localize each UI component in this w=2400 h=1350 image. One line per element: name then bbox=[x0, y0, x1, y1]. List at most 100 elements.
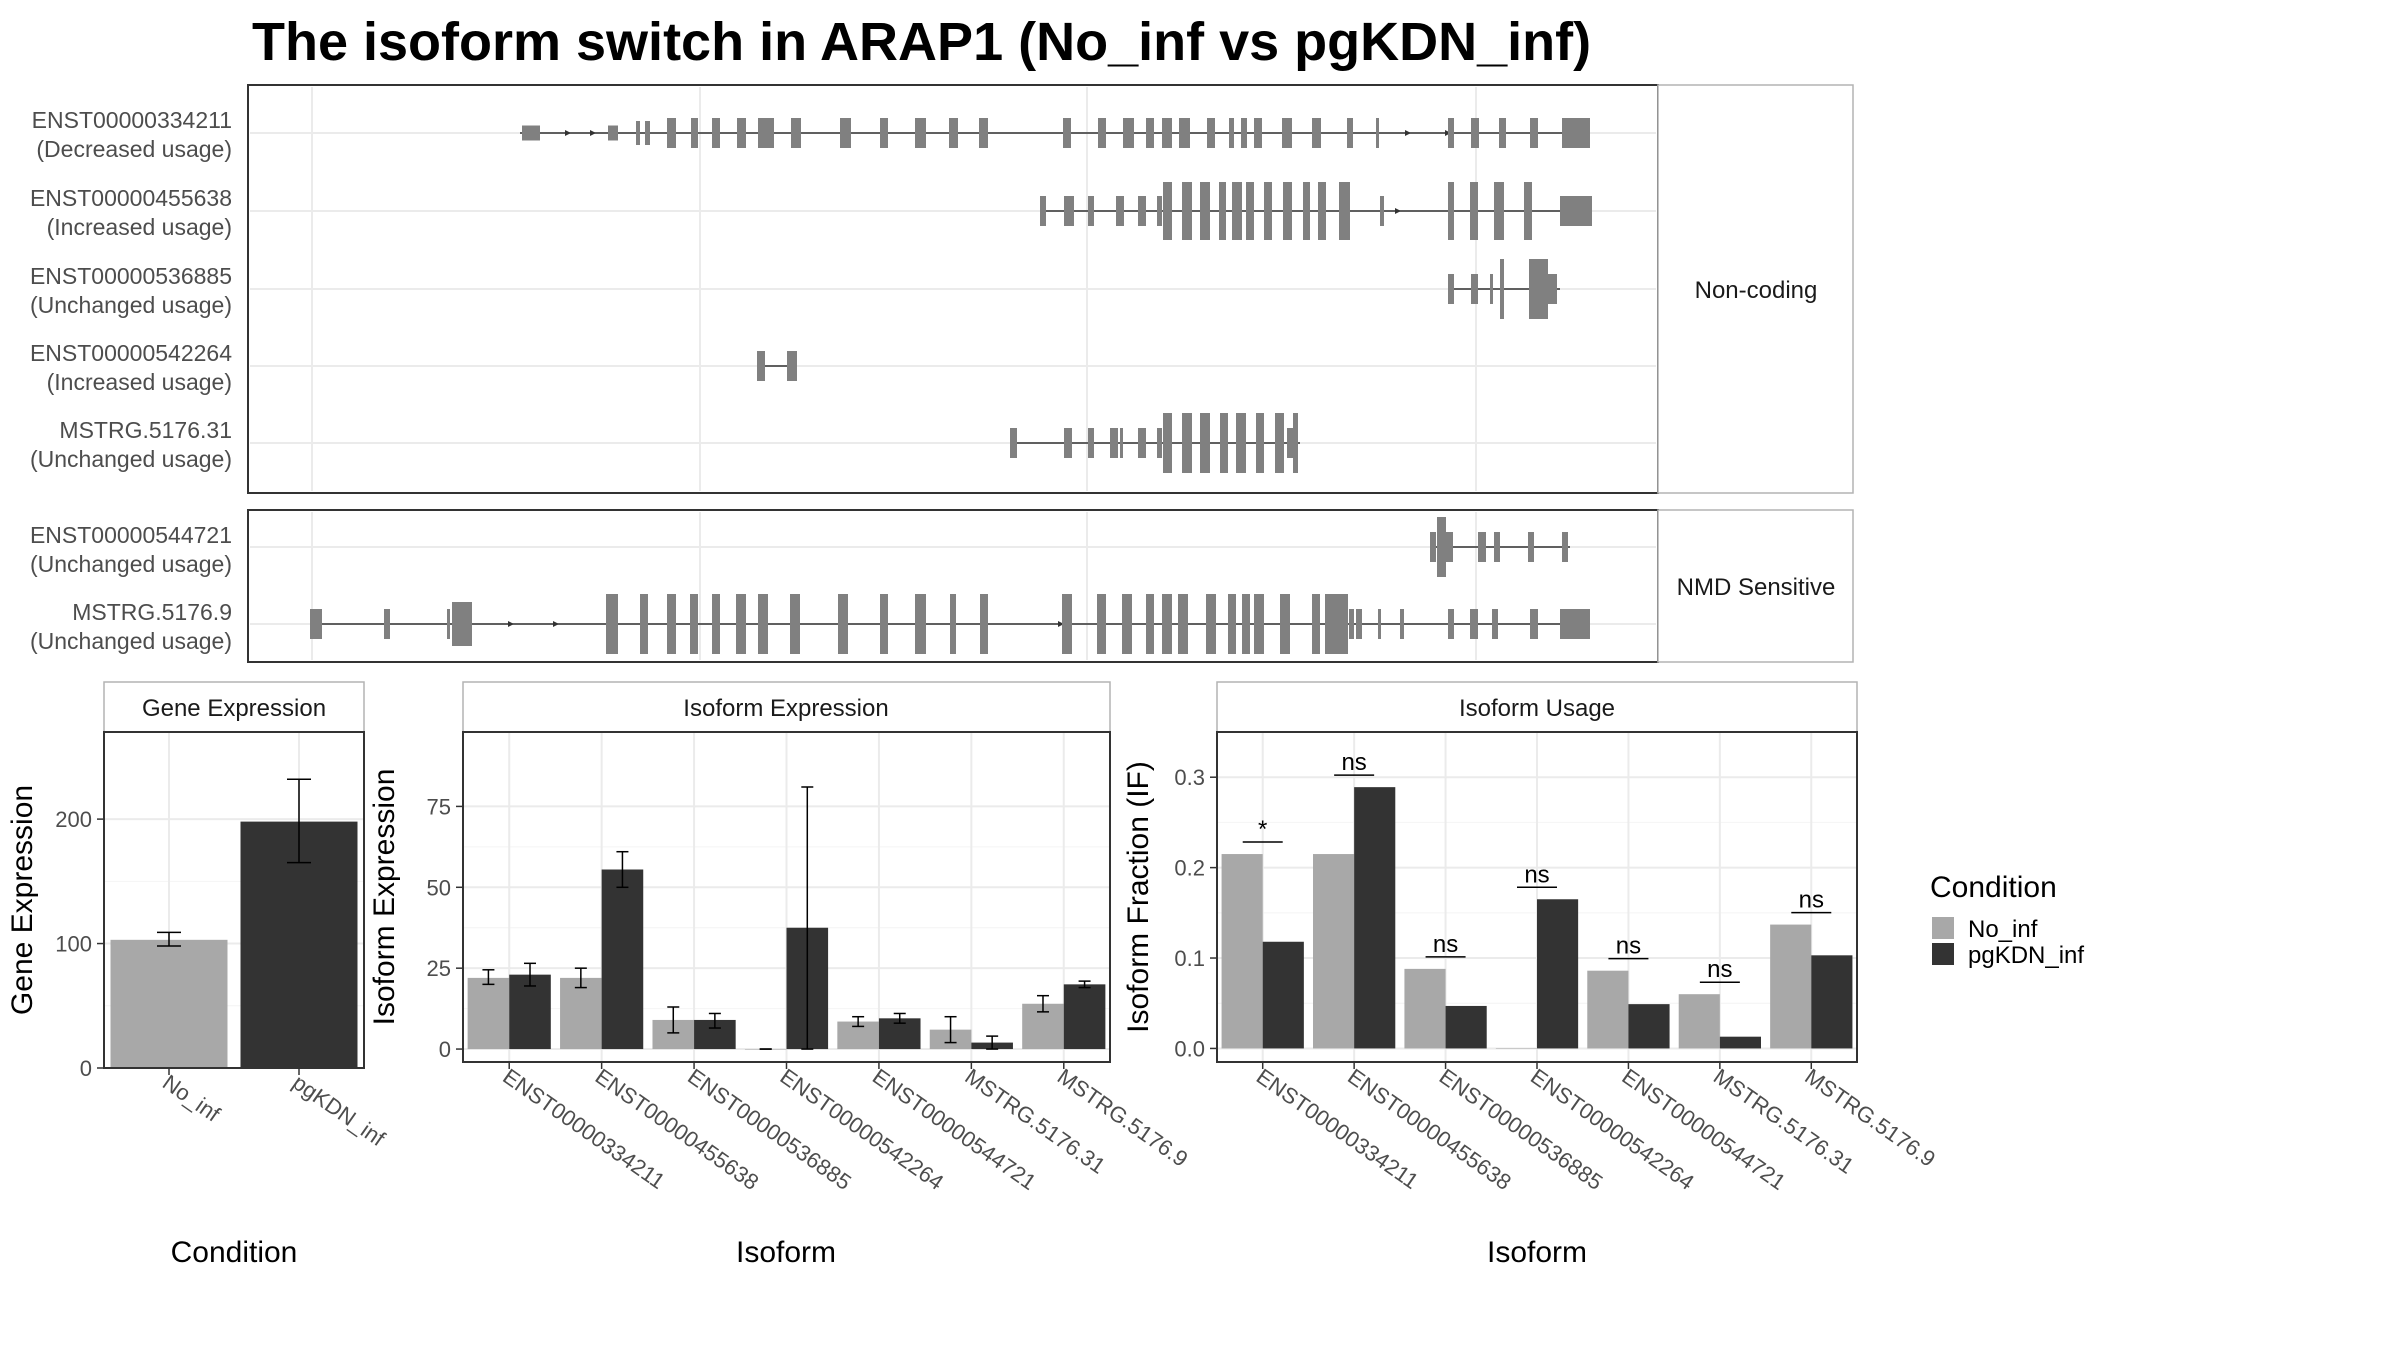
exon bbox=[1437, 517, 1446, 577]
exon bbox=[1229, 118, 1234, 148]
exon bbox=[1064, 428, 1072, 458]
exon bbox=[980, 594, 988, 654]
gene-expression-panel: Gene Expression 0 100 200 No_inf pgKDN_inf G… bbox=[6, 681, 390, 1269]
exon bbox=[1110, 428, 1118, 458]
bar bbox=[1495, 1048, 1537, 1049]
exon bbox=[1220, 413, 1228, 473]
bar bbox=[1628, 1004, 1670, 1049]
panel-strip bbox=[1216, 681, 1858, 733]
bar bbox=[601, 869, 644, 1050]
exon bbox=[667, 118, 676, 148]
group-label-nmd: NMD Sensitive bbox=[1677, 574, 1836, 601]
exon bbox=[1492, 609, 1498, 639]
x-tick-label: ENST00000544721 bbox=[1618, 1064, 1791, 1195]
exon bbox=[880, 594, 888, 654]
strand-arrow bbox=[1405, 130, 1411, 136]
exon bbox=[1236, 413, 1246, 473]
exon bbox=[1530, 118, 1538, 148]
exon bbox=[1356, 609, 1362, 639]
exon bbox=[1562, 532, 1568, 562]
panel-title: Isoform Expression bbox=[683, 695, 888, 722]
y-tick-label: 200 bbox=[55, 807, 92, 832]
exon bbox=[880, 118, 888, 148]
panel-title: Isoform Usage bbox=[1459, 695, 1615, 722]
legend-swatch-pgkdn-inf bbox=[1932, 943, 1954, 965]
bar bbox=[1313, 854, 1355, 1049]
exon bbox=[1524, 182, 1532, 240]
exon bbox=[757, 351, 765, 381]
exon bbox=[1490, 274, 1493, 304]
y-tick-label: 0.1 bbox=[1174, 946, 1205, 971]
exon bbox=[522, 125, 540, 141]
exon bbox=[1040, 196, 1046, 226]
structure-tracks-1 bbox=[520, 118, 1592, 473]
exon bbox=[1122, 594, 1132, 654]
exon bbox=[1560, 609, 1590, 639]
exon bbox=[736, 594, 746, 654]
x-tick-label: ENST00000455638 bbox=[591, 1064, 764, 1195]
exon bbox=[1228, 594, 1236, 654]
exon bbox=[690, 594, 698, 654]
x-tick-label: ENST00000536885 bbox=[1435, 1064, 1608, 1195]
isoform-id: ENST00000334211 bbox=[32, 107, 232, 133]
y-tick-label: 25 bbox=[427, 956, 451, 981]
isoform-expression-panel: Isoform Expression 0 25 50 75 ENST0000033421… bbox=[368, 681, 1192, 1269]
y-tick-label: 0 bbox=[439, 1037, 451, 1062]
bar bbox=[1719, 1036, 1761, 1049]
exon bbox=[1088, 428, 1094, 458]
exon bbox=[640, 594, 648, 654]
exon bbox=[1242, 594, 1250, 654]
exon bbox=[1494, 532, 1500, 562]
exon bbox=[712, 594, 720, 654]
exon bbox=[384, 609, 390, 639]
strand-arrow bbox=[1058, 621, 1064, 627]
exon bbox=[1123, 118, 1134, 148]
bar bbox=[1587, 970, 1629, 1049]
x-tick-label: ENST00000542264 bbox=[1526, 1064, 1699, 1195]
exon bbox=[1241, 118, 1247, 148]
exon bbox=[1120, 428, 1123, 458]
bar bbox=[1678, 994, 1720, 1049]
y-tick-label: 50 bbox=[427, 875, 451, 900]
exon bbox=[712, 118, 720, 148]
bar bbox=[467, 977, 510, 1050]
exon bbox=[1280, 594, 1290, 654]
isoform-id: MSTRG.5176.31 bbox=[59, 417, 232, 443]
exon bbox=[1138, 428, 1146, 458]
legend-swatch-no-inf bbox=[1932, 917, 1954, 939]
strand-arrow bbox=[553, 621, 559, 627]
exon bbox=[1312, 118, 1321, 148]
exon bbox=[310, 609, 322, 639]
exon bbox=[1282, 118, 1292, 148]
exon bbox=[1157, 196, 1162, 226]
structure-tracks-2 bbox=[310, 517, 1590, 654]
exon bbox=[1162, 594, 1172, 654]
y-tick-label: 0 bbox=[80, 1056, 92, 1081]
bar bbox=[1445, 1005, 1487, 1049]
isoform-usage: (Increased usage) bbox=[47, 214, 232, 240]
exon bbox=[840, 118, 851, 148]
significance-label: ns bbox=[1616, 933, 1641, 960]
exon bbox=[1499, 118, 1506, 148]
plot-frame bbox=[103, 731, 365, 1069]
exon bbox=[1478, 532, 1486, 562]
exon bbox=[1448, 118, 1454, 148]
exon bbox=[1146, 594, 1154, 654]
bar bbox=[509, 974, 551, 1050]
exon bbox=[1182, 413, 1192, 473]
exon bbox=[1246, 182, 1254, 240]
bar bbox=[1404, 968, 1446, 1049]
exon bbox=[950, 594, 956, 654]
exon bbox=[949, 118, 958, 148]
exon bbox=[758, 118, 774, 148]
significance-label: * bbox=[1258, 816, 1267, 843]
x-tick-label: No_inf bbox=[158, 1070, 225, 1127]
exon bbox=[1471, 118, 1479, 148]
bars bbox=[110, 778, 358, 1068]
exon bbox=[1163, 182, 1172, 240]
exon bbox=[1275, 413, 1284, 473]
y-tick-label: 100 bbox=[55, 932, 92, 957]
exon bbox=[1347, 118, 1353, 148]
exon bbox=[1162, 118, 1172, 148]
exon bbox=[667, 594, 676, 654]
